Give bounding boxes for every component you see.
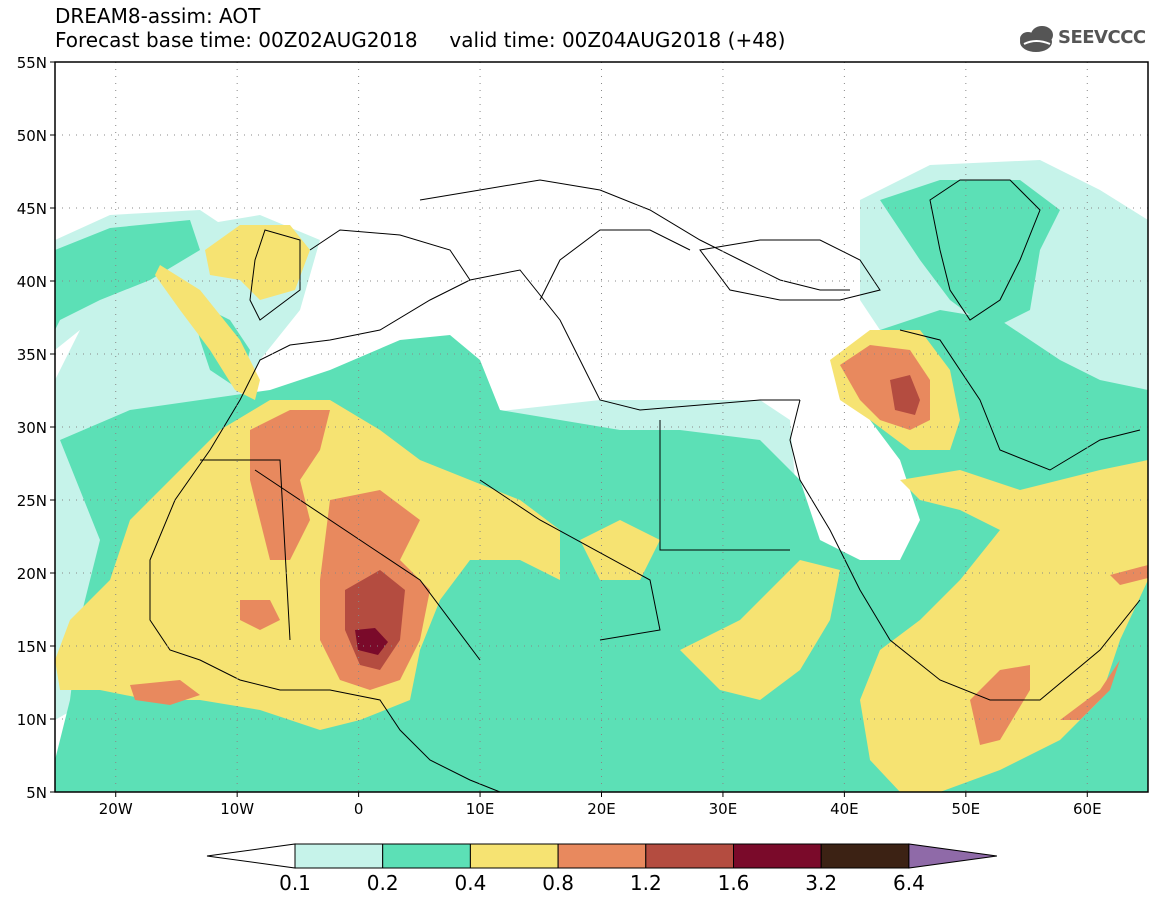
- lat-tick-label: 35N: [17, 346, 47, 364]
- colorbar-low-arrow: [206, 843, 296, 869]
- lat-tick-label: 55N: [17, 54, 47, 72]
- lon-tick-label: 20E: [587, 800, 616, 818]
- lon-axis: 20W 10W 0 10E 20E 30E 40E 50E 60E: [99, 792, 1102, 818]
- colorbar-label: 6.4: [893, 871, 925, 895]
- colorbar-bin: [469, 843, 559, 869]
- colorbar-bin: [294, 843, 384, 869]
- lon-tick-label: 60E: [1073, 800, 1102, 818]
- colorbar-bin: [820, 843, 910, 869]
- lat-tick-label: 5N: [26, 784, 47, 802]
- lat-tick-label: 20N: [17, 565, 47, 583]
- lon-tick-label: 10E: [466, 800, 495, 818]
- lat-tick-label: 10N: [17, 711, 47, 729]
- coastlines: [149, 179, 1141, 792]
- lat-tick-label: 15N: [17, 638, 47, 656]
- lon-tick-label: 30E: [709, 800, 738, 818]
- colorbar-label: 0.4: [454, 871, 486, 895]
- lon-tick-label: 0: [354, 800, 364, 818]
- colorbar: 0.1 0.2 0.4 0.8 1.2 1.6 3.2 6.4: [206, 843, 997, 895]
- lon-tick-label: 40E: [830, 800, 859, 818]
- colorbar-label: 1.2: [630, 871, 662, 895]
- lat-tick-label: 40N: [17, 273, 47, 291]
- base-time-label: Forecast base time: 00Z02AUG2018: [55, 28, 418, 52]
- colorbar-label: 0.8: [542, 871, 574, 895]
- valid-time-label: valid time: 00Z04AUG2018 (+48): [449, 28, 786, 52]
- colorbar-bin: [557, 843, 647, 869]
- colorbar-label: 1.6: [718, 871, 750, 895]
- lon-tick-label: 20W: [99, 800, 133, 818]
- colorbar-label: 0.1: [279, 871, 311, 895]
- lat-axis: 55N 50N 45N 40N 35N 30N 25N 20N 15N 10N 5N: [17, 54, 55, 802]
- logo-text: SEEVCCC: [1058, 27, 1146, 48]
- lat-tick-label: 30N: [17, 419, 47, 437]
- colorbar-label: 0.2: [367, 871, 399, 895]
- map-subtitle: Forecast base time: 00Z02AUG2018 valid t…: [55, 28, 955, 52]
- lat-tick-label: 25N: [17, 492, 47, 510]
- cloud-icon: [1020, 26, 1053, 52]
- colorbar-label: 3.2: [805, 871, 837, 895]
- lat-tick-label: 50N: [17, 127, 47, 145]
- map-title: DREAM8-assim: AOT: [55, 4, 261, 28]
- lat-tick-label: 45N: [17, 200, 47, 218]
- lon-tick-label: 50E: [952, 800, 981, 818]
- colorbar-bin: [645, 843, 734, 869]
- colorbar-bin: [733, 843, 822, 869]
- lon-tick-label: 10W: [220, 800, 254, 818]
- lat-lon-grid: [55, 62, 1148, 792]
- colorbar-bin: [382, 843, 471, 869]
- map-title-block: DREAM8-assim: AOT Forecast base time: 00…: [55, 4, 955, 52]
- colorbar-high-arrow: [908, 843, 997, 869]
